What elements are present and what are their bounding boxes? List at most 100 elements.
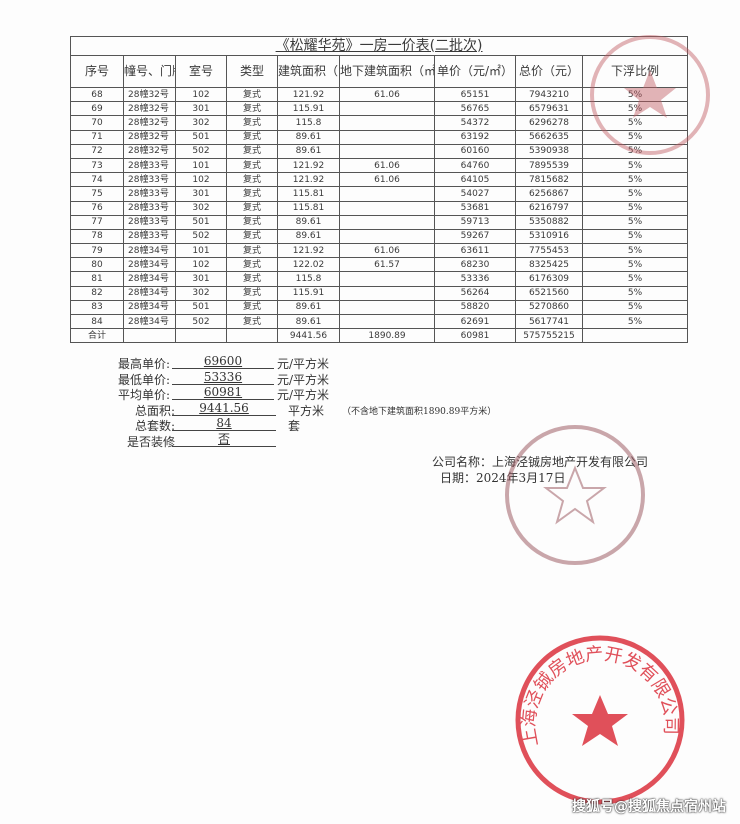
table-cell: 70 (70, 115, 124, 131)
table-cell: 5% (581, 243, 689, 259)
company-seal-stamp (505, 425, 645, 565)
table-cell: 28幢34号 (123, 299, 176, 316)
table-cell: 7943210 (515, 86, 583, 103)
table-cell: 28幢33号 (123, 172, 176, 188)
table-row: 82 28幢34号 302 复式 115.91 56264 6521560 5% (70, 285, 689, 301)
table-cell (123, 328, 176, 344)
table-cell (339, 214, 435, 230)
table-cell: 56264 (434, 285, 516, 301)
price-table: 《松耀华苑》一房一价表(二批次) 序号幢号、门牌号室号类型建筑面积（㎡）地下建筑… (69, 36, 689, 344)
company-seal-stamp (590, 35, 710, 155)
table-cell: 502 (175, 228, 227, 245)
table-cell: 64105 (434, 172, 516, 188)
table-cell: 53681 (434, 200, 516, 216)
column-header: 单价（元/㎡） (434, 55, 516, 88)
table-cell (339, 271, 435, 287)
table-cell: 28幢34号 (123, 243, 176, 259)
table-cell: 60981 (434, 328, 516, 344)
summary-value: 69600 (172, 355, 274, 369)
table-cell: 复式 (226, 86, 278, 103)
table-cell: 121.92 (277, 86, 340, 103)
table-cell: 5% (581, 172, 689, 188)
table-row: 84 28幢34号 502 复式 89.61 62691 5617741 5% (70, 313, 689, 330)
table-cell: 63192 (434, 129, 516, 145)
table-cell: 501 (175, 214, 227, 230)
table-row: 81 28幢34号 301 复式 115.8 53336 6176309 5% (70, 271, 689, 287)
table-cell: 102 (175, 172, 227, 188)
table-cell (226, 328, 278, 344)
table-cell: 102 (175, 86, 227, 103)
table-cell: 7815682 (515, 172, 583, 188)
summary-label: 最低单价: (117, 372, 170, 387)
table-cell: 101 (175, 157, 227, 174)
table-cell: 68 (70, 86, 124, 103)
table-cell: 28幢32号 (123, 129, 176, 145)
table-cell: 6216797 (515, 200, 583, 216)
column-header: 序号 (70, 55, 124, 88)
table-row: 78 28幢33号 502 复式 89.61 59267 5310916 5% (70, 228, 689, 245)
table-cell: 75 (70, 186, 124, 202)
table-cell: 72 (70, 143, 124, 159)
table-cell: 28幢33号 (123, 157, 176, 174)
table-cell: 28幢33号 (123, 228, 176, 245)
table-cell: 5% (581, 257, 689, 273)
table-cell: 复式 (226, 172, 278, 188)
header-row: 序号幢号、门牌号室号类型建筑面积（㎡）地下建筑面积（㎡）单价（元/㎡）总价（元）… (70, 55, 689, 88)
table-cell: 82 (70, 285, 124, 301)
table-cell: 28幢34号 (123, 313, 176, 330)
column-header: 地下建筑面积（㎡） (339, 55, 435, 88)
table-cell: 59713 (434, 214, 516, 230)
table-cell: 7755453 (515, 243, 583, 259)
table-cell: 5% (581, 271, 689, 287)
table-cell: 501 (175, 129, 227, 145)
summary-value: 否 (172, 432, 276, 447)
table-cell: 89.61 (277, 129, 340, 145)
table-cell: 81 (70, 271, 124, 287)
table-cell: 61.06 (339, 157, 435, 174)
table-cell: 6296278 (515, 115, 583, 131)
table-cell: 28幢32号 (123, 115, 176, 131)
table-cell: 6176309 (515, 271, 583, 287)
table-cell: 5% (581, 129, 689, 145)
summary-value: 53336 (172, 370, 274, 385)
table-cell: 5% (581, 228, 689, 245)
table-row: 75 28幢33号 301 复式 115.81 54027 6256867 5% (70, 186, 689, 202)
table-cell: 61.06 (339, 172, 435, 188)
table-cell: 28幢33号 (123, 186, 176, 202)
table-cell: 复式 (226, 200, 278, 216)
table-cell: 5% (581, 299, 689, 316)
table-cell (581, 328, 689, 344)
table-cell (339, 101, 435, 117)
table-cell: 28幢34号 (123, 271, 176, 287)
table-cell (339, 200, 435, 216)
table-cell: 28幢33号 (123, 200, 176, 216)
table-cell: 5662635 (515, 129, 583, 145)
table-cell: 5617741 (515, 313, 583, 330)
table-cell: 复式 (226, 157, 278, 174)
table-cell: 89.61 (277, 313, 340, 330)
table-cell: 115.81 (277, 186, 340, 202)
table-cell: 5% (581, 143, 689, 159)
table-cell: 复式 (226, 243, 278, 259)
table-cell: 复式 (226, 285, 278, 301)
column-header: 类型 (226, 55, 278, 88)
summary-label: 最高单价: (117, 357, 170, 371)
table-row: 72 28幢32号 502 复式 89.61 60160 5390938 5% (70, 143, 689, 159)
company-seal-stamp: 上海泾铖房地产开发有限公司 (515, 635, 685, 805)
table-cell: 9441.56 (277, 328, 340, 344)
table-cell (339, 228, 435, 245)
column-header: 建筑面积（㎡） (277, 55, 340, 88)
table-cell (339, 115, 435, 131)
table-cell: 301 (175, 101, 227, 117)
table-cell (175, 328, 227, 344)
table-row: 77 28幢33号 501 复式 89.61 59713 5350882 5% (70, 214, 689, 230)
table-cell: 复式 (226, 313, 278, 330)
table-cell (339, 129, 435, 145)
column-header: 幢号、门牌号 (123, 55, 176, 88)
table-cell: 6256867 (515, 186, 583, 202)
table-cell: 89.61 (277, 143, 340, 159)
company-name: 公司名称：上海泾铖房地产开发有限公司 (432, 455, 649, 469)
table-cell: 6521560 (515, 285, 583, 301)
table-cell: 60160 (434, 143, 516, 159)
table-cell: 5270860 (515, 299, 583, 316)
